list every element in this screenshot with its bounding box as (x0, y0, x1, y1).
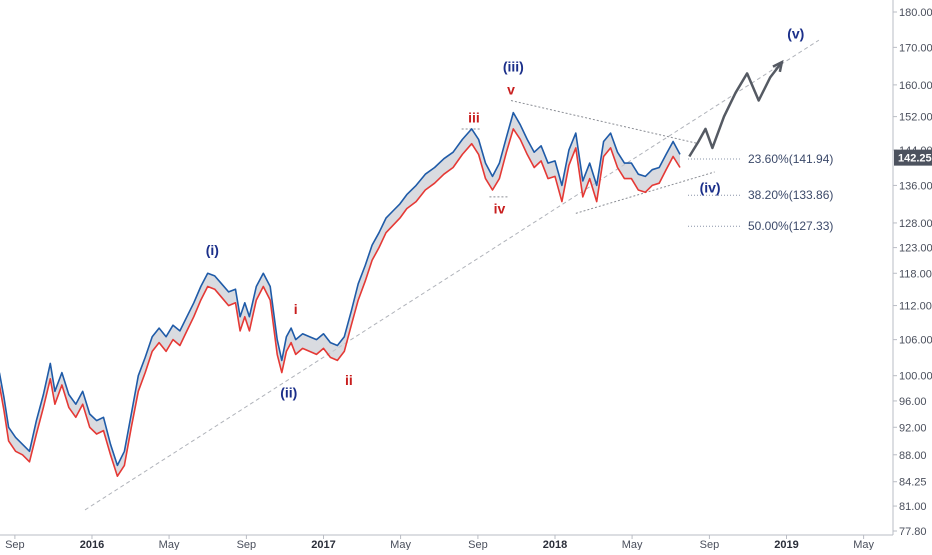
x-tick-label: Sep (468, 539, 488, 550)
fib-label: 23.60%(141.94) (748, 152, 833, 166)
y-tick-label: 180.00 (899, 7, 932, 19)
x-tick-label: May (622, 539, 643, 550)
x-tick-label: 2017 (311, 539, 335, 550)
wave-label: i (294, 301, 298, 317)
x-tick-label: Sep (700, 539, 720, 550)
support-trendline (84, 39, 820, 511)
x-tick-label: May (159, 539, 180, 550)
wave-label: (iii) (503, 58, 524, 74)
y-tick-label: 112.00 (899, 301, 932, 313)
wave-label: ii (345, 372, 353, 388)
y-axis[interactable]: 77.80 81.00 84.25 88.00 92.00 96.00 100.00 106.… (892, 0, 932, 538)
y-tick-label: 88.00 (899, 450, 927, 462)
x-axis[interactable]: Sep 2016 May Sep 2017 May Sep 2018 May Sep 2019 May (0, 534, 893, 551)
x-tick-label: 2019 (774, 539, 798, 550)
x-tick-label: Sep (5, 539, 25, 550)
wave-label: iv (494, 200, 506, 216)
series-line-blue (0, 111, 681, 467)
x-tick-label: Sep (237, 539, 257, 550)
y-tick-label: 160.00 (899, 80, 932, 92)
projection-path (688, 61, 783, 158)
fib-label: 38.20%(133.86) (748, 188, 833, 202)
wave-label: iii (468, 110, 480, 126)
y-tick-label: 128.00 (899, 218, 932, 230)
price-band (0, 112, 680, 477)
x-tick-label: May (390, 539, 411, 550)
y-tick-label: 118.00 (899, 268, 932, 280)
y-tick-label: 96.00 (899, 396, 927, 408)
wave-label: (iv) (700, 179, 721, 195)
y-tick-label: 136.00 (899, 180, 932, 192)
wave-label: (ii) (280, 385, 297, 401)
wave-label: v (507, 82, 515, 98)
y-tick-label: 123.00 (899, 243, 932, 255)
fib-levels: 23.60%(141.94) 38.20%(133.86) 50.00%(127.3… (688, 152, 833, 233)
y-tick-label: 84.25 (899, 477, 927, 489)
x-tick-label: 2018 (543, 539, 567, 550)
trendlines (84, 39, 820, 511)
y-tick-label: 170.00 (899, 42, 932, 54)
price-series (0, 59, 784, 478)
fib-label: 50.00%(127.33) (748, 219, 833, 233)
y-tick-label: 81.00 (899, 501, 927, 513)
y-tick-label: 77.80 (899, 526, 927, 538)
y-tick-label: 100.00 (899, 371, 932, 383)
projection-arrowhead (772, 59, 784, 73)
current-price-tag (894, 149, 932, 166)
series-line-red (0, 128, 681, 478)
y-tick-label: 152.00 (899, 112, 932, 124)
y-tick-label: 106.00 (899, 335, 932, 347)
wave-label: (v) (787, 25, 804, 41)
x-tick-label: May (853, 539, 874, 550)
triangle-upper-line (510, 100, 699, 145)
current-price-label: 142.25 (898, 153, 932, 165)
wave-label: (i) (206, 242, 219, 258)
y-tick-label: 92.00 (899, 422, 927, 434)
x-tick-label: 2016 (80, 539, 104, 550)
